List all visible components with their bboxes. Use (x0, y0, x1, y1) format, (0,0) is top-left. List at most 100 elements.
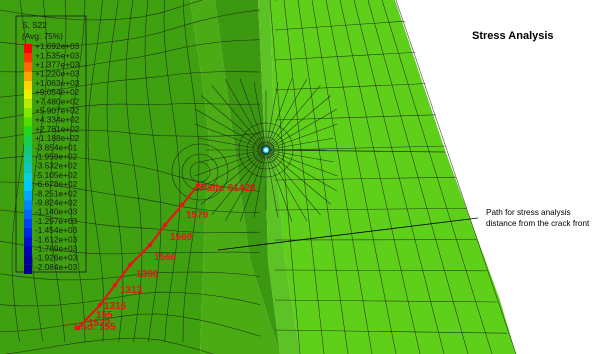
path-start-label: Path: 01420 (200, 183, 256, 194)
mesh-line (239, 149, 267, 222)
model-dark-band (215, 0, 280, 354)
mesh-line (224, 79, 267, 151)
legend-label: -1.959e+02 (35, 151, 78, 161)
path-node-marker (112, 282, 118, 288)
stress-path: Path: 01420 End: 155 1579 1569 1566 1306… (74, 182, 256, 333)
path-line (77, 184, 199, 329)
legend-swatch (24, 136, 32, 146)
legend-label: -3.854e+01 (35, 142, 78, 152)
page-title: Stress Analysis (472, 30, 554, 42)
legend-label: +2.761e+02 (35, 124, 80, 134)
legend-label: +1.692e+03 (35, 41, 80, 51)
mesh-line (265, 149, 337, 192)
legend-variable: S, S22 (22, 20, 47, 30)
mesh-line (265, 123, 338, 151)
mesh-line (253, 82, 267, 151)
mesh-line (265, 82, 279, 151)
mesh-line (163, 0, 181, 343)
legend-swatch (24, 117, 32, 127)
mesh-line (339, 0, 421, 354)
mesh-line (0, 71, 261, 98)
legend-swatch (24, 99, 32, 109)
mesh-line (265, 95, 331, 151)
mesh-line (311, 0, 373, 354)
mesh-line (198, 149, 267, 163)
legend-label: +9.054e+02 (35, 87, 80, 97)
legend-swatch (24, 264, 32, 274)
legend-swatch (24, 62, 32, 72)
mesh-line (30, 0, 48, 343)
mesh-line (195, 149, 267, 192)
mesh-line (325, 0, 397, 354)
path-node-marker (97, 302, 103, 308)
legend-label: +1.220e+03 (35, 69, 80, 79)
mesh-line (265, 149, 308, 221)
mesh-line (239, 78, 267, 151)
legend-swatch (24, 126, 32, 136)
legend-label: -6.678e+02 (35, 179, 78, 189)
mesh-line (367, 0, 469, 354)
mesh-line (198, 137, 267, 151)
path-node-label: 1569 (170, 232, 193, 243)
legend-label: +1.535e+03 (35, 50, 80, 60)
legend-swatch (24, 209, 32, 219)
path-node-marker (75, 325, 81, 331)
mesh-line (253, 149, 267, 218)
color-legend: S, S22 (Avg: 75%) +1.692e+03+1.535e+03+1… (15, 15, 87, 274)
legend-label: -1.926e+03 (35, 253, 78, 263)
mesh-line (353, 0, 445, 354)
model-left-mid-region (190, 0, 280, 354)
path-node-label: 1313 (120, 285, 143, 296)
annotation-leader (217, 217, 479, 251)
mesh-line (274, 208, 467, 211)
mesh-line (265, 78, 293, 151)
mesh-line (265, 149, 279, 218)
mesh-line (269, 0, 301, 354)
mesh-line (0, 209, 261, 233)
annotation-line-1: Path for stress analysis (486, 208, 571, 217)
legend-color-bar (24, 44, 32, 274)
mesh-line (274, 145, 447, 151)
crack-tip-marker (262, 146, 270, 154)
legend-label: +1.063e+03 (35, 78, 80, 88)
mesh-line (265, 149, 331, 205)
legend-swatch (24, 237, 32, 247)
mesh-line (0, 9, 261, 47)
legend-swatch (24, 90, 32, 100)
legend-swatch (24, 80, 32, 90)
model-light-band (258, 0, 300, 354)
mesh-line (0, 155, 261, 192)
model-left-region (0, 0, 210, 354)
path-node-label: 1579 (186, 210, 209, 221)
path-end-label: End: 155 (74, 322, 116, 333)
mesh-line (194, 123, 267, 151)
legend-swatch (24, 182, 32, 192)
mesh-line (274, 83, 426, 91)
mesh-line (0, 181, 261, 213)
mesh-line (274, 269, 487, 272)
mesh-line (274, 329, 508, 334)
path-node-marker (195, 182, 201, 188)
mesh-line (211, 149, 267, 215)
mesh-line (0, 313, 261, 337)
mesh-line (195, 108, 267, 151)
legend-label: +4.334e+02 (35, 115, 80, 125)
path-node-marker (127, 262, 133, 268)
path-node-label: 1566 (154, 252, 177, 263)
path-node-markers (75, 182, 201, 331)
legend-swatch (24, 172, 32, 182)
mesh-line (0, 271, 261, 281)
mesh-ring (181, 153, 219, 191)
legend-label: -5.105e+02 (35, 170, 78, 180)
legend-swatch (24, 44, 32, 54)
path-node-label: 155 (96, 310, 113, 321)
mesh-line (274, 114, 436, 121)
mesh-line (0, 39, 261, 73)
legend-label: -1.769e+03 (35, 243, 78, 253)
mesh-line (224, 149, 267, 221)
mesh-line (381, 0, 493, 354)
model-right-face (270, 0, 516, 354)
mesh-line (0, 0, 203, 21)
legend-swatch (24, 71, 32, 81)
